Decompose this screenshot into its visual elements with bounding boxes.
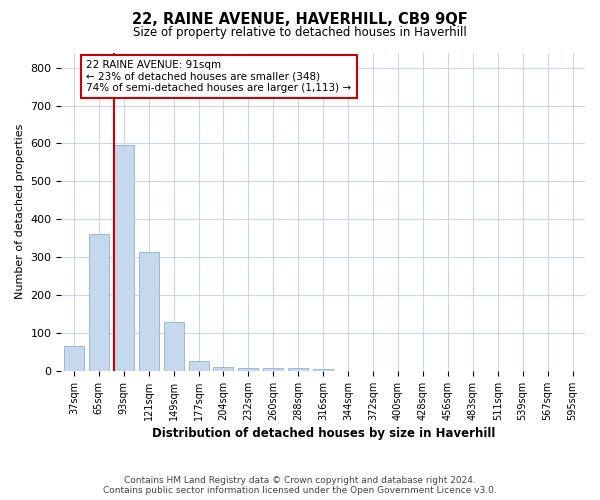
- Text: Size of property relative to detached houses in Haverhill: Size of property relative to detached ho…: [133, 26, 467, 39]
- Bar: [263, 368, 283, 371]
- Text: Contains HM Land Registry data © Crown copyright and database right 2024.
Contai: Contains HM Land Registry data © Crown c…: [103, 476, 497, 495]
- Bar: [64, 346, 84, 371]
- Bar: [238, 368, 259, 371]
- Bar: [89, 234, 109, 371]
- X-axis label: Distribution of detached houses by size in Haverhill: Distribution of detached houses by size …: [152, 427, 495, 440]
- Bar: [114, 146, 134, 371]
- Bar: [188, 360, 209, 371]
- Bar: [139, 252, 158, 371]
- Bar: [164, 322, 184, 371]
- Bar: [313, 369, 333, 371]
- Y-axis label: Number of detached properties: Number of detached properties: [15, 124, 25, 300]
- Text: 22, RAINE AVENUE, HAVERHILL, CB9 9QF: 22, RAINE AVENUE, HAVERHILL, CB9 9QF: [132, 12, 468, 28]
- Bar: [288, 368, 308, 371]
- Text: 22 RAINE AVENUE: 91sqm
← 23% of detached houses are smaller (348)
74% of semi-de: 22 RAINE AVENUE: 91sqm ← 23% of detached…: [86, 60, 352, 94]
- Bar: [214, 367, 233, 371]
